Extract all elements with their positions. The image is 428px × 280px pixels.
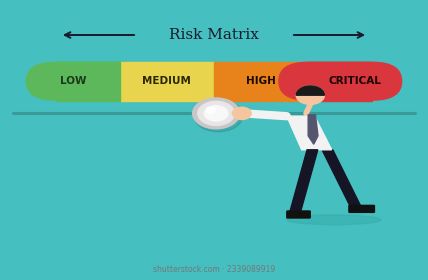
FancyBboxPatch shape — [278, 62, 402, 101]
Wedge shape — [296, 86, 324, 95]
Circle shape — [206, 107, 216, 113]
Text: MEDIUM: MEDIUM — [143, 76, 191, 86]
FancyBboxPatch shape — [348, 205, 375, 213]
Ellipse shape — [287, 215, 381, 225]
Text: LOW: LOW — [59, 76, 86, 86]
Text: Risk Matrix: Risk Matrix — [169, 28, 259, 42]
Circle shape — [198, 101, 235, 125]
FancyBboxPatch shape — [286, 210, 311, 219]
Bar — [308, 62, 372, 101]
Circle shape — [205, 106, 228, 121]
Circle shape — [296, 86, 324, 104]
Bar — [56, 62, 120, 101]
Text: shutterstock.com · 2339089919: shutterstock.com · 2339089919 — [153, 265, 275, 274]
Bar — [120, 62, 214, 101]
Text: HIGH: HIGH — [246, 76, 276, 86]
Text: CRITICAL: CRITICAL — [329, 76, 382, 86]
Polygon shape — [287, 116, 332, 150]
Bar — [214, 62, 308, 101]
Circle shape — [193, 99, 243, 132]
FancyBboxPatch shape — [26, 62, 150, 101]
Circle shape — [232, 107, 251, 120]
Polygon shape — [290, 150, 318, 211]
Polygon shape — [308, 115, 318, 144]
Polygon shape — [322, 150, 360, 206]
Circle shape — [193, 98, 240, 129]
